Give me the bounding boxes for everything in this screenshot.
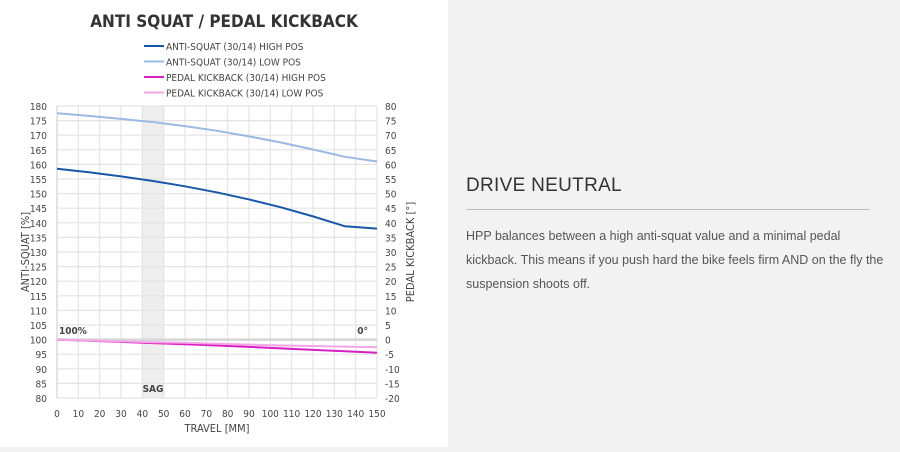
y2-tick-label: 35 (385, 233, 396, 244)
x-tick-label: 80 (222, 409, 234, 420)
y2-tick-label: 25 (385, 263, 396, 274)
y-tick-label: 180 (30, 102, 47, 113)
y-tick-label: 115 (30, 292, 47, 303)
y2-tick-label: -20 (385, 394, 400, 405)
y2-tick-label: 40 (385, 219, 397, 230)
x-tick-label: 60 (179, 409, 191, 420)
y-tick-label: 135 (30, 233, 47, 244)
y2-tick-label: 0 (385, 336, 391, 347)
y-tick-label: 170 (30, 131, 47, 142)
y2-tick-label: -15 (385, 379, 400, 390)
x-tick-label: 130 (326, 409, 343, 420)
y2-tick-label: 5 (385, 321, 391, 332)
y2-tick-label: 15 (385, 292, 396, 303)
y-tick-label: 95 (36, 350, 47, 361)
sag-label: SAG (143, 384, 164, 395)
y-tick-label: 120 (30, 277, 47, 288)
y2-tick-label: 30 (385, 248, 397, 259)
legend-label: ANTI-SQUAT (30/14) LOW POS (166, 58, 301, 69)
section-text: HPP balances between a high anti-squat v… (466, 224, 886, 296)
y-axis-label: ANTI-SQUAT [%] (19, 212, 32, 292)
y2-tick-label: 45 (385, 204, 396, 215)
legend-label: PEDAL KICKBACK (30/14) HIGH POS (166, 73, 326, 84)
y-tick-label: 85 (36, 379, 47, 390)
chart-title: ANTI SQUAT / PEDAL KICKBACK (90, 12, 359, 32)
reference-label-right: 0° (357, 326, 368, 337)
y-tick-label: 130 (30, 248, 47, 259)
y2-tick-label: 50 (385, 190, 397, 201)
x-tick-label: 0 (54, 409, 60, 420)
y-tick-label: 140 (30, 219, 47, 230)
legend-label: ANTI-SQUAT (30/14) HIGH POS (166, 42, 304, 53)
y-tick-label: 105 (30, 321, 47, 332)
reference-label-left: 100% (59, 326, 87, 337)
x-tick-label: 10 (73, 409, 85, 420)
y2-tick-label: 65 (385, 146, 396, 157)
x-tick-label: 20 (94, 409, 106, 420)
series-line-0 (57, 169, 377, 229)
y-tick-label: 155 (30, 175, 47, 186)
y-tick-label: 100 (30, 336, 47, 347)
divider (466, 209, 870, 210)
x-tick-label: 30 (115, 409, 127, 420)
x-tick-label: 90 (243, 409, 255, 420)
x-axis-label: TRAVEL [MM] (183, 422, 249, 435)
x-tick-label: 150 (368, 409, 385, 420)
y2-tick-label: 10 (385, 306, 397, 317)
y2-tick-label: 20 (385, 277, 397, 288)
x-tick-label: 110 (283, 409, 300, 420)
y2-tick-label: -5 (385, 350, 394, 361)
y2-tick-label: -10 (385, 365, 400, 376)
y2-tick-label: 55 (385, 175, 396, 186)
y-tick-label: 110 (30, 306, 47, 317)
x-tick-label: 70 (201, 409, 213, 420)
x-tick-label: 100 (262, 409, 279, 420)
y-tick-label: 145 (30, 204, 47, 215)
x-tick-label: 120 (304, 409, 321, 420)
y2-tick-label: 70 (385, 131, 397, 142)
y2-tick-label: 60 (385, 160, 397, 171)
y-tick-label: 150 (30, 190, 47, 201)
y2-tick-label: 75 (385, 117, 396, 128)
x-tick-label: 40 (137, 409, 149, 420)
legend-label: PEDAL KICKBACK (30/14) LOW POS (166, 89, 324, 100)
y-tick-label: 125 (30, 263, 47, 274)
content-panel: DRIVE NEUTRAL HPP balances between a hig… (466, 175, 886, 296)
y2-axis-label: PEDAL KICKBACK [°] (404, 202, 417, 303)
y2-tick-label: 80 (385, 102, 397, 113)
section-heading: DRIVE NEUTRAL (466, 175, 886, 197)
y-tick-label: 80 (36, 394, 48, 405)
x-tick-label: 50 (158, 409, 170, 420)
y-tick-label: 165 (30, 146, 47, 157)
y-tick-label: 160 (30, 160, 47, 171)
y-tick-label: 175 (30, 117, 47, 128)
x-tick-label: 140 (347, 409, 364, 420)
y-tick-label: 90 (36, 365, 48, 376)
